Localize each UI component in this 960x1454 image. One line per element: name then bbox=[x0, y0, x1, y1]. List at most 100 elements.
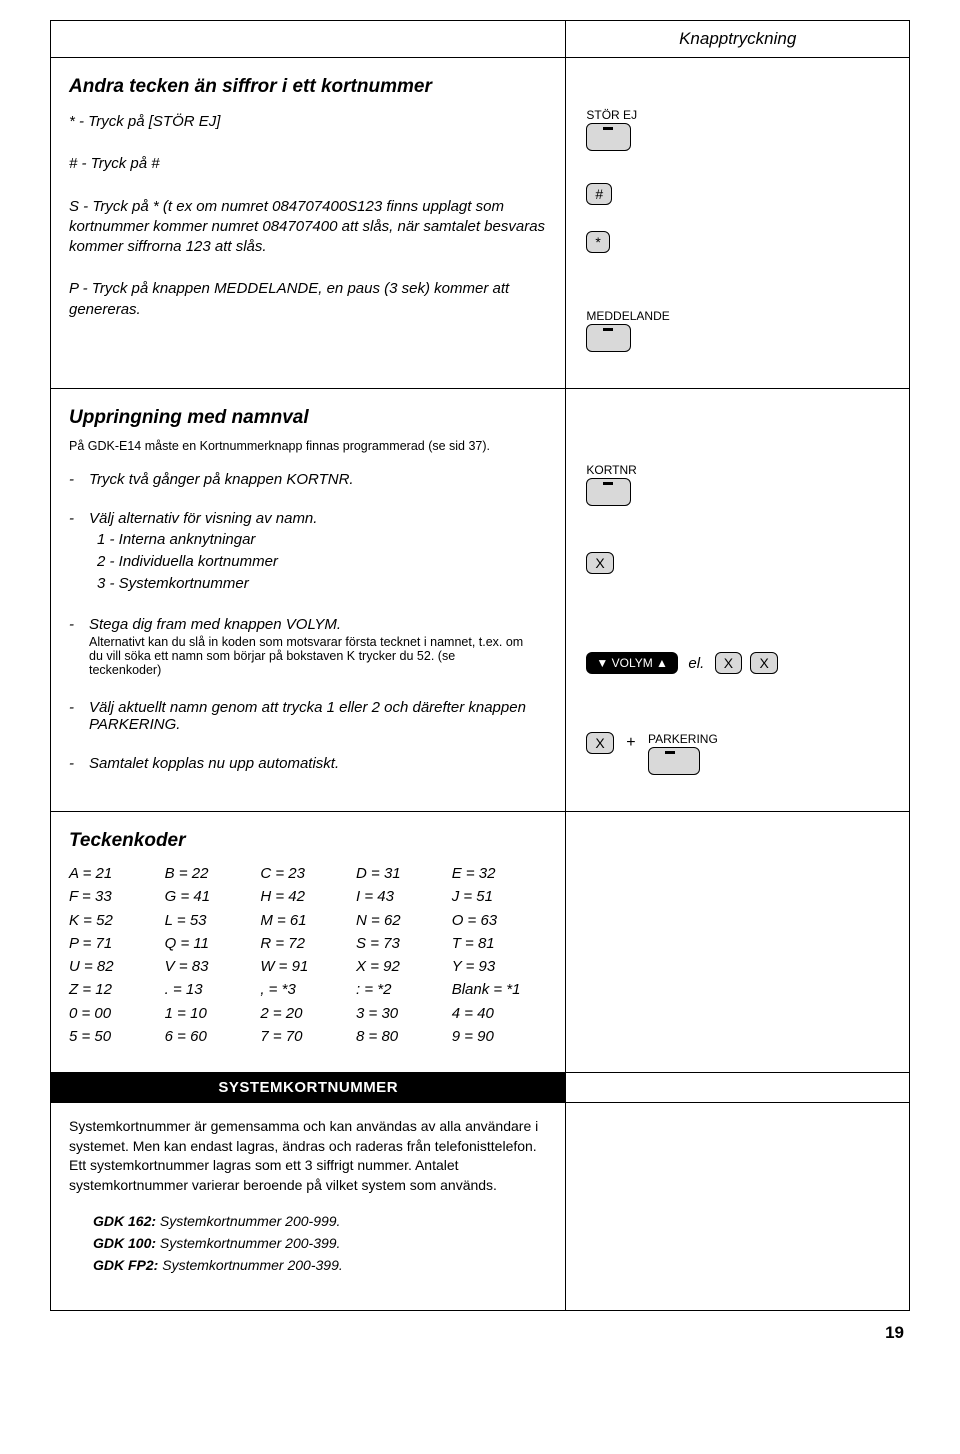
code-cell: Z = 12 bbox=[69, 978, 165, 1001]
code-cell: Blank = *1 bbox=[452, 978, 548, 1001]
key-volym-row: ▼ VOLYM ▲ el. X X bbox=[586, 652, 889, 674]
code-cell: P = 71 bbox=[69, 932, 165, 955]
code-cell: H = 42 bbox=[260, 885, 356, 908]
code-cell: , = *3 bbox=[260, 978, 356, 1001]
section2-sub: På GDK-E14 måste en Kortnummerknapp finn… bbox=[69, 439, 547, 453]
key-star-btn[interactable]: * bbox=[586, 231, 609, 253]
code-cell: N = 62 bbox=[356, 909, 452, 932]
section2-desc: Uppringning med namnval På GDK-E14 måste… bbox=[51, 389, 566, 812]
key-stor-ej-btn[interactable] bbox=[586, 123, 630, 151]
s2-step5: -Samtalet kopplas nu upp automatiskt. bbox=[69, 755, 547, 772]
code-cell: 2 = 20 bbox=[260, 1002, 356, 1025]
code-cell: T = 81 bbox=[452, 932, 548, 955]
code-cell: 4 = 40 bbox=[452, 1002, 548, 1025]
s2-opt1: 1 - Interna anknytningar bbox=[97, 529, 547, 551]
code-col-1: B = 22G = 41L = 53Q = 11V = 83. = 131 = … bbox=[165, 862, 261, 1048]
key-hash-btn[interactable]: # bbox=[586, 183, 612, 205]
code-col-4: E = 32J = 51O = 63T = 81Y = 93Blank = *1… bbox=[452, 862, 548, 1048]
key-kortnr-label: KORTNR bbox=[586, 463, 636, 477]
sys-row-1: GDK 100: Systemkortnummer 200-399. bbox=[93, 1233, 547, 1255]
code-cell: Q = 11 bbox=[165, 932, 261, 955]
header-right: Knapptryckning bbox=[566, 21, 910, 58]
page: Knapptryckning Andra tecken än siffror i… bbox=[0, 0, 960, 1363]
code-cell: R = 72 bbox=[260, 932, 356, 955]
key-stor-ej: STÖR EJ bbox=[586, 108, 637, 151]
code-table: A = 21F = 33K = 52P = 71U = 82Z = 120 = … bbox=[69, 862, 547, 1048]
page-number: 19 bbox=[50, 1323, 910, 1343]
section1-keys: STÖR EJ # * MEDDELANDE bbox=[566, 58, 910, 389]
code-cell: U = 82 bbox=[69, 955, 165, 978]
key-kortnr-btn[interactable] bbox=[586, 478, 630, 506]
code-cell: : = *2 bbox=[356, 978, 452, 1001]
section1-title: Andra tecken än siffror i ett kortnummer bbox=[69, 76, 547, 98]
code-cell: G = 41 bbox=[165, 885, 261, 908]
section4-body: Systemkortnummer är gemensamma och kan a… bbox=[69, 1117, 547, 1195]
key-parkering-label: PARKERING bbox=[648, 732, 718, 746]
code-cell: D = 31 bbox=[356, 862, 452, 885]
code-cell: B = 22 bbox=[165, 862, 261, 885]
s2-step2-text: Välj alternativ för visning av namn. bbox=[89, 510, 317, 527]
code-col-0: A = 21F = 33K = 52P = 71U = 82Z = 120 = … bbox=[69, 862, 165, 1048]
section4-keys bbox=[566, 1103, 910, 1311]
sys-row-1-b: GDK 100: bbox=[93, 1235, 156, 1251]
s2-opt2: 2 - Individuella kortnummer bbox=[97, 551, 547, 573]
plus-sign: + bbox=[626, 734, 635, 751]
s2-step1: -Tryck två gånger på knappen KORTNR. bbox=[69, 471, 547, 488]
blackbar-cell-right bbox=[566, 1073, 910, 1103]
s2-step4-text: Välj aktuellt namn genom att trycka 1 el… bbox=[89, 699, 547, 733]
blackbar: SYSTEMKORTNUMMER bbox=[51, 1073, 565, 1102]
code-cell: E = 32 bbox=[452, 862, 548, 885]
key-meddelande-btn[interactable] bbox=[586, 324, 630, 352]
code-cell: A = 21 bbox=[69, 862, 165, 885]
key-meddelande: MEDDELANDE bbox=[586, 309, 669, 352]
s2-step2: -Välj alternativ för visning av namn. bbox=[69, 510, 547, 527]
code-cell: W = 91 bbox=[260, 955, 356, 978]
key-x3-btn[interactable]: X bbox=[750, 652, 777, 674]
key-parkering-btn[interactable] bbox=[648, 747, 700, 775]
key-x2-btn[interactable]: X bbox=[715, 652, 742, 674]
code-cell: O = 63 bbox=[452, 909, 548, 932]
s1-s: S - Tryck på * (t ex om numret 084707400… bbox=[69, 197, 547, 258]
sys-row-2: GDK FP2: Systemkortnummer 200-399. bbox=[93, 1255, 547, 1277]
header-left bbox=[51, 21, 566, 58]
code-cell: . = 13 bbox=[165, 978, 261, 1001]
code-cell: M = 61 bbox=[260, 909, 356, 932]
s2-step5-text: Samtalet kopplas nu upp automatiskt. bbox=[89, 755, 339, 772]
s2-step1-text: Tryck två gånger på knappen KORTNR. bbox=[89, 471, 354, 488]
section3-desc: Teckenkoder A = 21F = 33K = 52P = 71U = … bbox=[51, 812, 566, 1073]
code-cell: 0 = 00 bbox=[69, 1002, 165, 1025]
key-kortnr: KORTNR bbox=[586, 463, 636, 506]
key-parkering: PARKERING bbox=[648, 732, 718, 775]
code-cell: 6 = 60 bbox=[165, 1025, 261, 1048]
code-cell: 8 = 80 bbox=[356, 1025, 452, 1048]
s2-opt3: 3 - Systemkortnummer bbox=[97, 573, 547, 595]
sys-row-0: GDK 162: Systemkortnummer 200-999. bbox=[93, 1211, 547, 1233]
code-cell: K = 52 bbox=[69, 909, 165, 932]
code-cell: L = 53 bbox=[165, 909, 261, 932]
s1-hash: # - Tryck på # bbox=[69, 154, 547, 174]
section4-desc: Systemkortnummer är gemensamma och kan a… bbox=[51, 1103, 566, 1311]
sys-row-2-r: Systemkortnummer 200-399. bbox=[162, 1257, 343, 1273]
sys-row-1-r: Systemkortnummer 200-399. bbox=[160, 1235, 341, 1251]
code-col-3: D = 31I = 43N = 62S = 73X = 92: = *23 = … bbox=[356, 862, 452, 1048]
section2-keys: KORTNR X ▼ VOLYM ▲ el. X X X + PARKERING bbox=[566, 389, 910, 812]
sys-row-0-b: GDK 162: bbox=[93, 1213, 156, 1229]
sys-row-0-r: Systemkortnummer 200-999. bbox=[160, 1213, 341, 1229]
code-cell: X = 92 bbox=[356, 955, 452, 978]
section4-list: GDK 162: Systemkortnummer 200-999. GDK 1… bbox=[93, 1211, 547, 1276]
header-label: Knapptryckning bbox=[566, 21, 909, 57]
code-cell: C = 23 bbox=[260, 862, 356, 885]
key-x4-btn[interactable]: X bbox=[586, 732, 613, 754]
section3-keys bbox=[566, 812, 910, 1073]
code-cell: I = 43 bbox=[356, 885, 452, 908]
section1-desc: Andra tecken än siffror i ett kortnummer… bbox=[51, 58, 566, 389]
code-cell: V = 83 bbox=[165, 955, 261, 978]
el-text: el. bbox=[688, 655, 704, 672]
s1-star: * - Tryck på [STÖR EJ] bbox=[69, 112, 547, 132]
key-volym-btn[interactable]: ▼ VOLYM ▲ bbox=[586, 652, 678, 674]
key-x1-btn[interactable]: X bbox=[586, 552, 613, 574]
section2-title: Uppringning med namnval bbox=[69, 407, 547, 429]
blackbar-cell-left: SYSTEMKORTNUMMER bbox=[51, 1073, 566, 1103]
code-col-2: C = 23H = 42M = 61R = 72W = 91, = *32 = … bbox=[260, 862, 356, 1048]
code-cell: F = 33 bbox=[69, 885, 165, 908]
